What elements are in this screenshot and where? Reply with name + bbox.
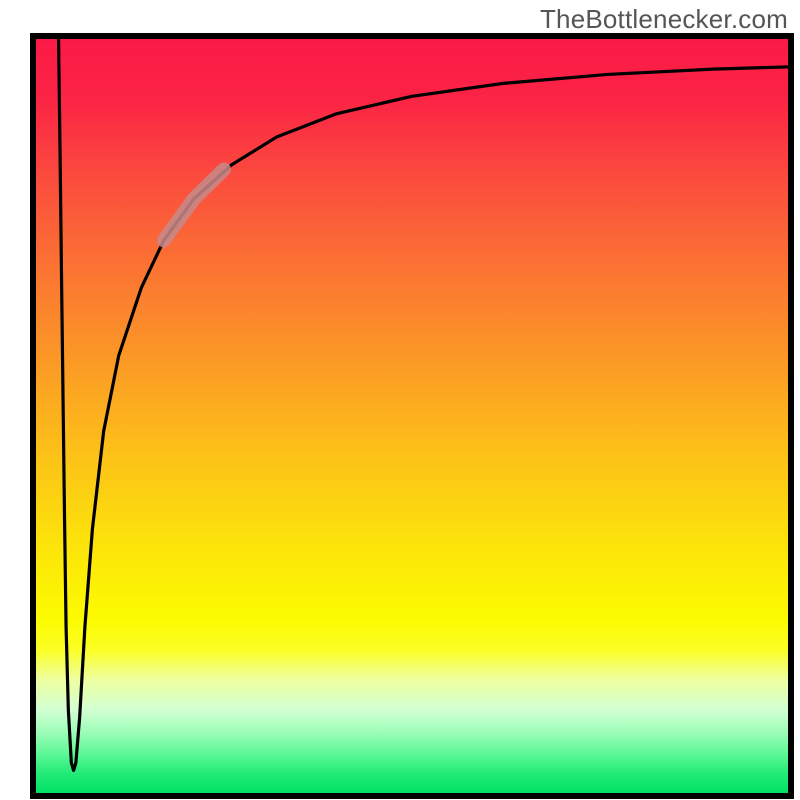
watermark-text: TheBottlenecker.com: [540, 4, 788, 35]
plot-background: [36, 39, 788, 793]
bottleneck-chart: [0, 0, 800, 800]
